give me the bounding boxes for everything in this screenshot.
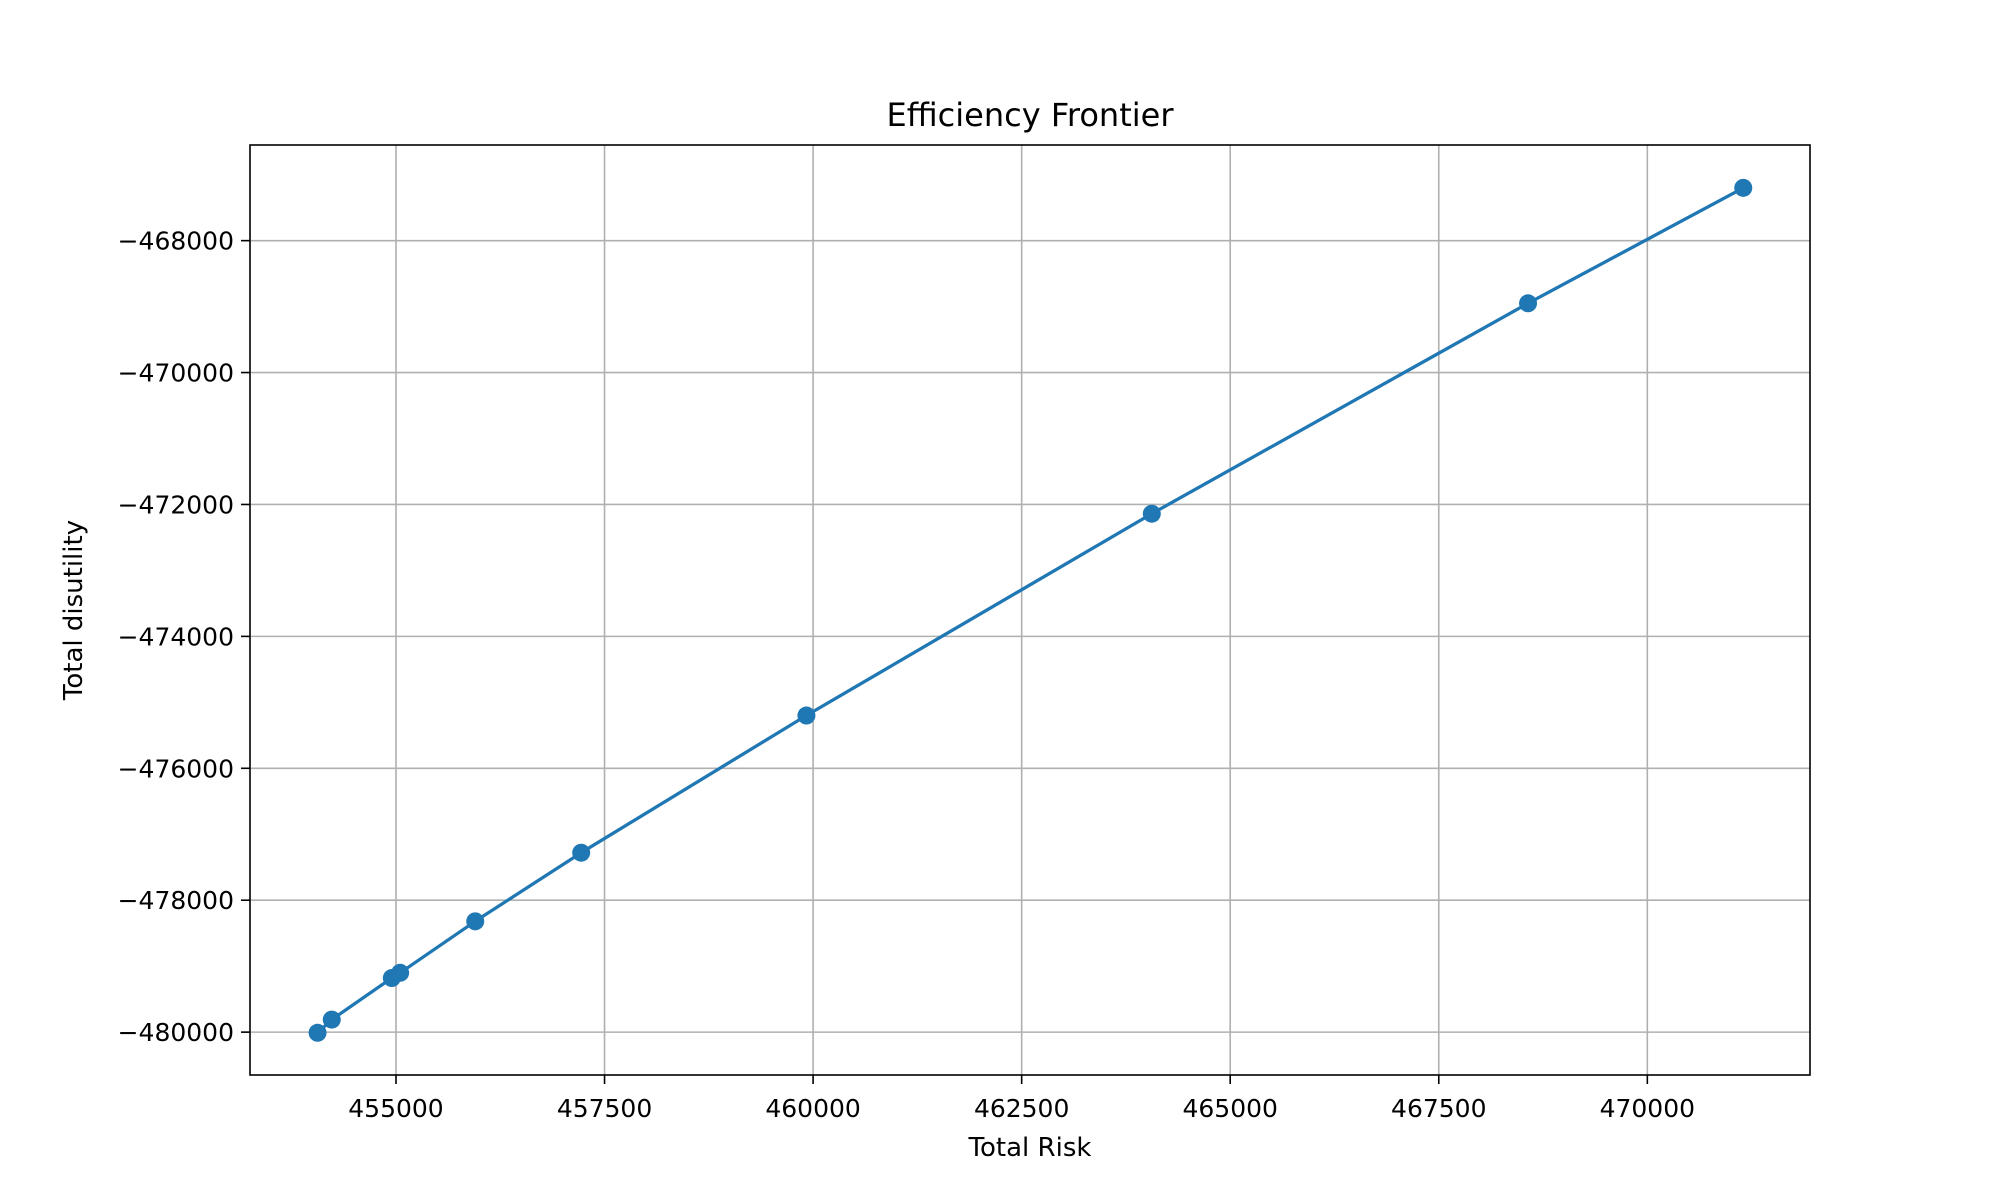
x-axis-label: Total Risk — [968, 1133, 1092, 1163]
data-point — [466, 912, 485, 931]
data-point — [322, 1010, 341, 1029]
x-tick-label: 470000 — [1600, 1094, 1695, 1123]
y-axis-label: Total disutility — [59, 520, 89, 701]
data-point — [1519, 294, 1538, 313]
x-tick-label: 457500 — [557, 1094, 652, 1123]
y-tick-label: −474000 — [118, 622, 234, 651]
y-tick-label: −478000 — [118, 886, 234, 915]
plot-area-background — [250, 145, 1810, 1075]
x-tick-label: 460000 — [765, 1094, 860, 1123]
chart-title: Efficiency Frontier — [887, 96, 1175, 134]
plot-area-frame — [249, 144, 1811, 1076]
x-tick-label: 465000 — [1182, 1094, 1277, 1123]
data-point — [797, 706, 816, 725]
y-tick-label: −476000 — [118, 754, 234, 783]
data-point — [308, 1023, 327, 1042]
x-tick-label: 455000 — [348, 1094, 443, 1123]
y-tick-label: −468000 — [118, 227, 234, 256]
y-tick-label: −472000 — [118, 490, 234, 519]
x-axis-ticks: 455000 457500 460000 462500 465000 467500 4700… — [348, 1075, 1695, 1123]
data-point — [382, 969, 401, 988]
data-point — [572, 843, 591, 862]
y-tick-label: −470000 — [118, 359, 234, 388]
y-axis-ticks: −480000 −478000 −476000 −474000 −472000 −4700… — [118, 227, 250, 1047]
y-tick-label: −480000 — [118, 1018, 234, 1047]
data-point — [1734, 178, 1753, 197]
x-tick-label: 462500 — [974, 1094, 1069, 1123]
series-line — [316, 186, 1745, 1035]
series-layer — [308, 178, 1753, 1042]
data-point — [1142, 504, 1161, 523]
x-tick-label: 467500 — [1391, 1094, 1486, 1123]
